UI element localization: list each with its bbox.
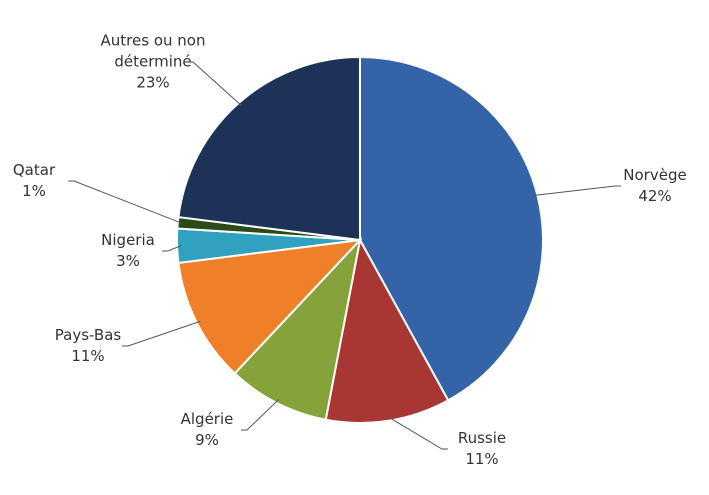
slice-label: Qatar 1% [0, 160, 99, 202]
slice-label: Russie 11% [417, 428, 547, 470]
category-name: Pays-Bas [54, 326, 122, 344]
slice-label: Pays-Bas 11% [23, 325, 153, 367]
value-label: 3% [116, 252, 140, 270]
category-name: Autres ou non déterminé [100, 31, 206, 71]
value-label: 42% [638, 187, 672, 205]
pie-slice [233, 236, 362, 421]
value-label: 9% [195, 431, 219, 449]
slice-label: Autres ou non déterminé 23% [88, 31, 218, 94]
category-name: Norvège [623, 166, 687, 184]
slice-label: Nigeria 3% [63, 230, 193, 272]
leader-line [68, 180, 182, 224]
leader-line [162, 245, 182, 252]
category-name: Algérie [180, 410, 234, 428]
value-label: 11% [71, 347, 105, 365]
value-label: 11% [465, 450, 499, 468]
pie-slice [177, 238, 363, 375]
leader-line [533, 185, 621, 196]
category-name: Qatar [12, 161, 56, 179]
category-name: Russie [457, 429, 507, 447]
leader-line [187, 61, 242, 107]
pie-slice [359, 55, 544, 402]
value-label: 23% [136, 73, 170, 92]
category-name: Nigeria [101, 231, 155, 249]
value-label: 1% [22, 182, 46, 200]
leader-line [387, 416, 448, 450]
slice-label: Norvège 42% [590, 165, 709, 207]
leader-line [122, 320, 201, 347]
leader-line [241, 399, 280, 431]
slice-label: Algérie 9% [142, 409, 272, 451]
pie-slice [324, 237, 450, 424]
